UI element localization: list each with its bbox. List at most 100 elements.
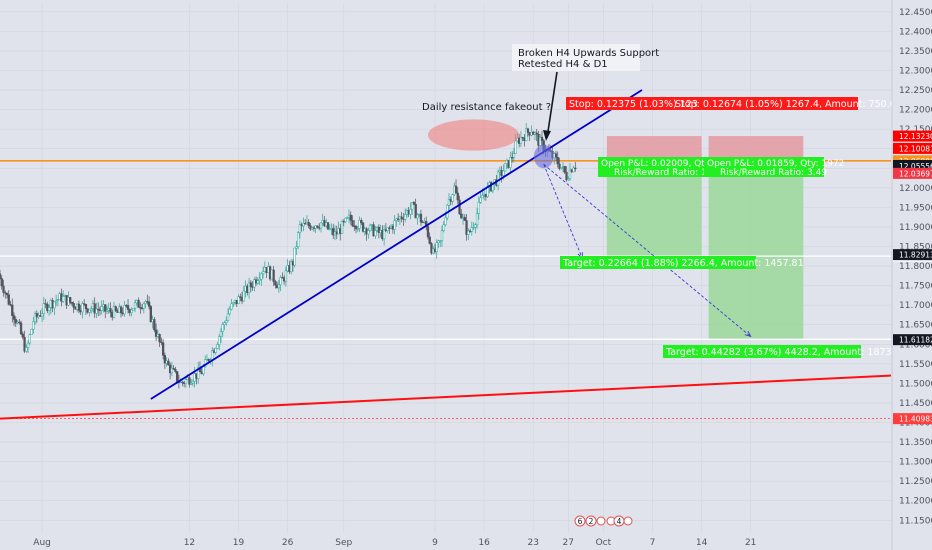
price-label-box [893,167,932,179]
candle-body [253,279,256,288]
candle-body [25,347,28,352]
price-label: 12.13230 [899,132,932,141]
candle-body [256,280,259,284]
trendlines [0,89,892,420]
candle-body [214,348,217,353]
candle-body [451,194,454,202]
event-markers[interactable]: 6 2 4 [574,515,633,527]
event-marker-3[interactable] [596,516,606,526]
candle-body [61,296,65,302]
candle-body [219,331,223,337]
candle-body [467,230,470,235]
x-tick-label: Aug [33,538,51,548]
candle-body [519,137,523,144]
highlight-ellipses [427,119,554,169]
candle-body [574,167,577,170]
candle-body [414,204,417,219]
candle-body [316,225,319,228]
candle-body [360,220,363,224]
candle-body [105,310,109,312]
candle-body [565,171,568,181]
candle-body [354,226,358,230]
candle-body [297,232,300,247]
candle-body [465,220,468,235]
candle-body [430,243,433,254]
pnl1-line1: Open P&L: 0.02009, Qty: 2 [601,159,721,169]
event-marker-2[interactable] [585,515,597,527]
candle-body [12,315,16,320]
candle-body [97,308,100,311]
candle-body [358,220,361,229]
candle-body [374,230,377,237]
event-marker-6[interactable] [623,516,633,526]
price-label: 11.82913 [899,251,932,260]
candle-body [144,301,147,305]
price-axis[interactable]: 12.45000 12.40000 12.35000 12.30000 12.25000… [891,0,932,550]
candle-body [84,303,88,310]
candle-body [218,336,221,345]
y-tick-label: 12.35000 [899,47,932,57]
candle-body [14,319,17,324]
candle-body [475,213,479,226]
candle-body [463,217,466,221]
candle-body [247,282,251,293]
candle-body [258,278,261,281]
candle-body [540,136,544,141]
candle-body [525,128,528,142]
target-label-box-2 [663,345,861,358]
price-axis-bg [892,0,932,550]
candle-body [237,296,240,305]
candle-body [526,128,530,133]
candle-body [161,342,165,356]
candle-body [340,221,344,234]
pnl-label-box-2 [704,157,824,177]
time-axis[interactable]: Aug 12 19 26 Sep 9 16 23 27 Oct 7 14 21 [33,538,756,548]
candle-body [272,269,275,282]
candle-body [274,281,277,286]
candle-body [419,213,423,223]
y-tick-label: 11.80000 [899,262,932,272]
candle-body [119,306,123,314]
price-label: 12.05556 [899,162,932,171]
candle-body [123,305,126,315]
price-label-box [893,249,932,261]
candle-body [54,300,58,303]
candle-body [223,322,226,325]
y-tick-label: 11.85000 [899,242,932,252]
y-tick-label: 11.35000 [899,438,932,448]
candle-body [502,170,505,176]
candle-body [474,224,477,228]
candle-body [510,157,514,159]
candle-body [130,309,133,313]
candle-body [440,230,444,241]
y-tick-label: 12.15000 [899,125,932,135]
y-tick-label: 11.30000 [899,458,932,468]
candle-body [40,313,44,317]
position-labels: Stop: 0.12375 (1.03%) 123 Stop: 0.12674 … [560,97,907,358]
support-note-line2: Retested H4 & D1 [518,59,608,70]
candle-body [293,247,296,266]
y-tick-label: 11.65000 [899,321,932,331]
candle-body [204,359,207,367]
highlight-ellipse-2 [533,144,554,169]
support-note-arrowhead [543,130,551,141]
price-label: 12.03697 [899,169,932,178]
candle-body [349,214,352,221]
stop-label-2: Stop: 0.12674 (1.05%) 1267.4, Amount: 75… [675,99,902,110]
candle-body [556,157,559,165]
candle-body [109,308,112,313]
candle-body [421,221,424,224]
price-label-box [893,413,932,425]
x-tick-label: 27 [563,538,574,548]
candle-body [284,270,288,282]
candle-body [221,324,224,332]
candle-body [346,217,349,219]
candle-body [160,341,163,344]
event-marker-1[interactable] [574,515,586,527]
candle-body [539,136,542,146]
candle-body [326,222,330,230]
candle-body [400,216,403,219]
candle-body [170,367,174,374]
